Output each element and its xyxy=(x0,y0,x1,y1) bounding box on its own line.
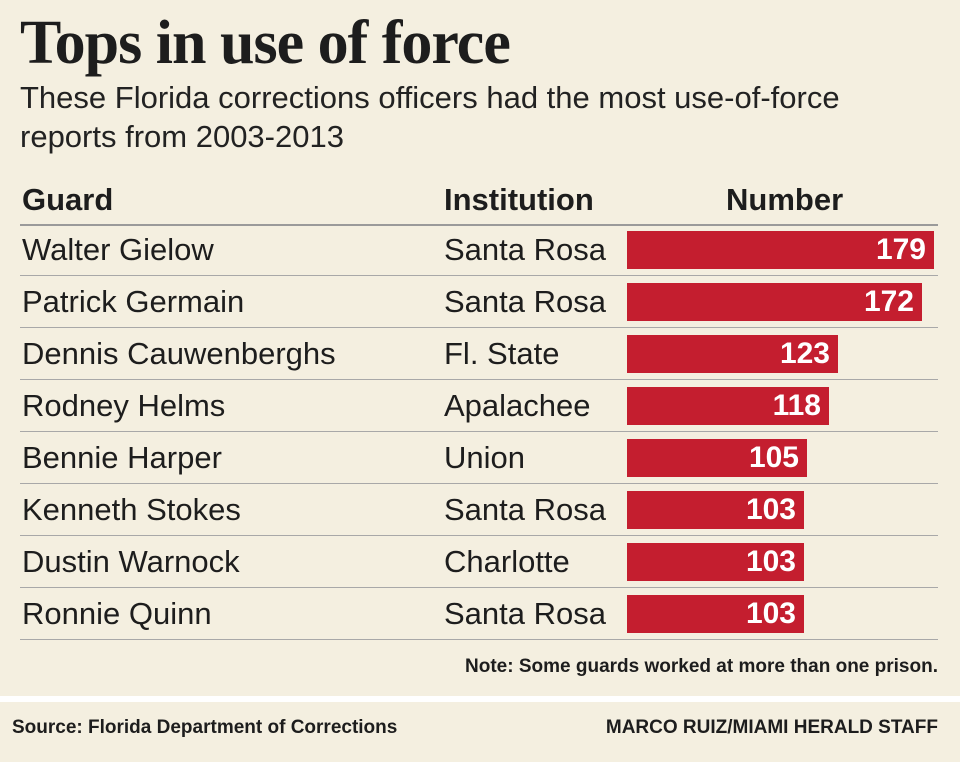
column-header-number: Number xyxy=(726,182,844,217)
bar-value-label: 172 xyxy=(863,285,914,318)
institution-name: Apalachee xyxy=(444,388,591,423)
guard-name: Bennie Harper xyxy=(22,440,222,475)
institution-name: Santa Rosa xyxy=(444,232,606,267)
column-header-guard: Guard xyxy=(22,182,114,217)
bar-value-label: 103 xyxy=(745,597,796,630)
bar-value-label: 179 xyxy=(875,233,926,266)
guard-name: Dustin Warnock xyxy=(22,544,240,579)
guard-name: Kenneth Stokes xyxy=(22,492,241,527)
bar xyxy=(627,335,838,373)
bar xyxy=(627,491,804,529)
credit-line: MARCO RUIZ/MIAMI HERALD STAFF xyxy=(605,717,938,738)
bar-table: Walter Gielow Santa Rosa 179 Patrick Germai… xyxy=(20,224,938,640)
footnote: Note: Some guards worked at more than on… xyxy=(465,656,938,677)
guard-name: Dennis Cauwenberghs xyxy=(22,336,336,371)
institution-name: Fl. State xyxy=(444,336,560,371)
institution-name: Santa Rosa xyxy=(444,492,606,527)
bar-value-label: 105 xyxy=(748,441,799,474)
bar xyxy=(627,231,934,269)
guard-name: Ronnie Quinn xyxy=(22,596,212,631)
institution-name: Santa Rosa xyxy=(444,284,606,319)
institution-name: Santa Rosa xyxy=(444,596,606,631)
bar-value-label: 118 xyxy=(772,389,821,422)
table-row: Kenneth Stokes Santa Rosa 103 xyxy=(20,484,938,536)
table-row: Dustin Warnock Charlotte 103 xyxy=(20,536,938,588)
table-row: Rodney Helms Apalachee 118 xyxy=(20,380,938,432)
bar xyxy=(627,543,804,581)
bar-value-label: 103 xyxy=(745,493,796,526)
guard-name: Patrick Germain xyxy=(22,284,245,319)
bar-value-label: 123 xyxy=(779,337,830,370)
table-row: Walter Gielow Santa Rosa 179 xyxy=(20,224,938,276)
source-line: Source: Florida Department of Correction… xyxy=(12,717,398,738)
footer: Source: Florida Department of Correction… xyxy=(0,696,960,762)
table-row: Ronnie Quinn Santa Rosa 103 xyxy=(20,588,938,640)
table-row: Dennis Cauwenberghs Fl. State 123 xyxy=(20,328,938,380)
table-row: Patrick Germain Santa Rosa 172 xyxy=(20,276,938,328)
table-row: Bennie Harper Union 105 xyxy=(20,432,938,484)
institution-name: Union xyxy=(444,440,525,475)
column-header-institution: Institution xyxy=(444,182,594,217)
chart-subtitle: These Florida corrections officers had t… xyxy=(20,80,840,154)
bar xyxy=(627,595,804,633)
bar xyxy=(627,387,829,425)
guard-name: Rodney Helms xyxy=(22,388,226,423)
institution-name: Charlotte xyxy=(444,544,570,579)
chart-title: Tops in use of force xyxy=(20,9,511,77)
guard-name: Walter Gielow xyxy=(22,232,214,267)
table-header: Guard Institution Number xyxy=(20,178,938,226)
bar xyxy=(627,283,922,321)
bar xyxy=(627,439,807,477)
bar-value-label: 103 xyxy=(745,545,796,578)
